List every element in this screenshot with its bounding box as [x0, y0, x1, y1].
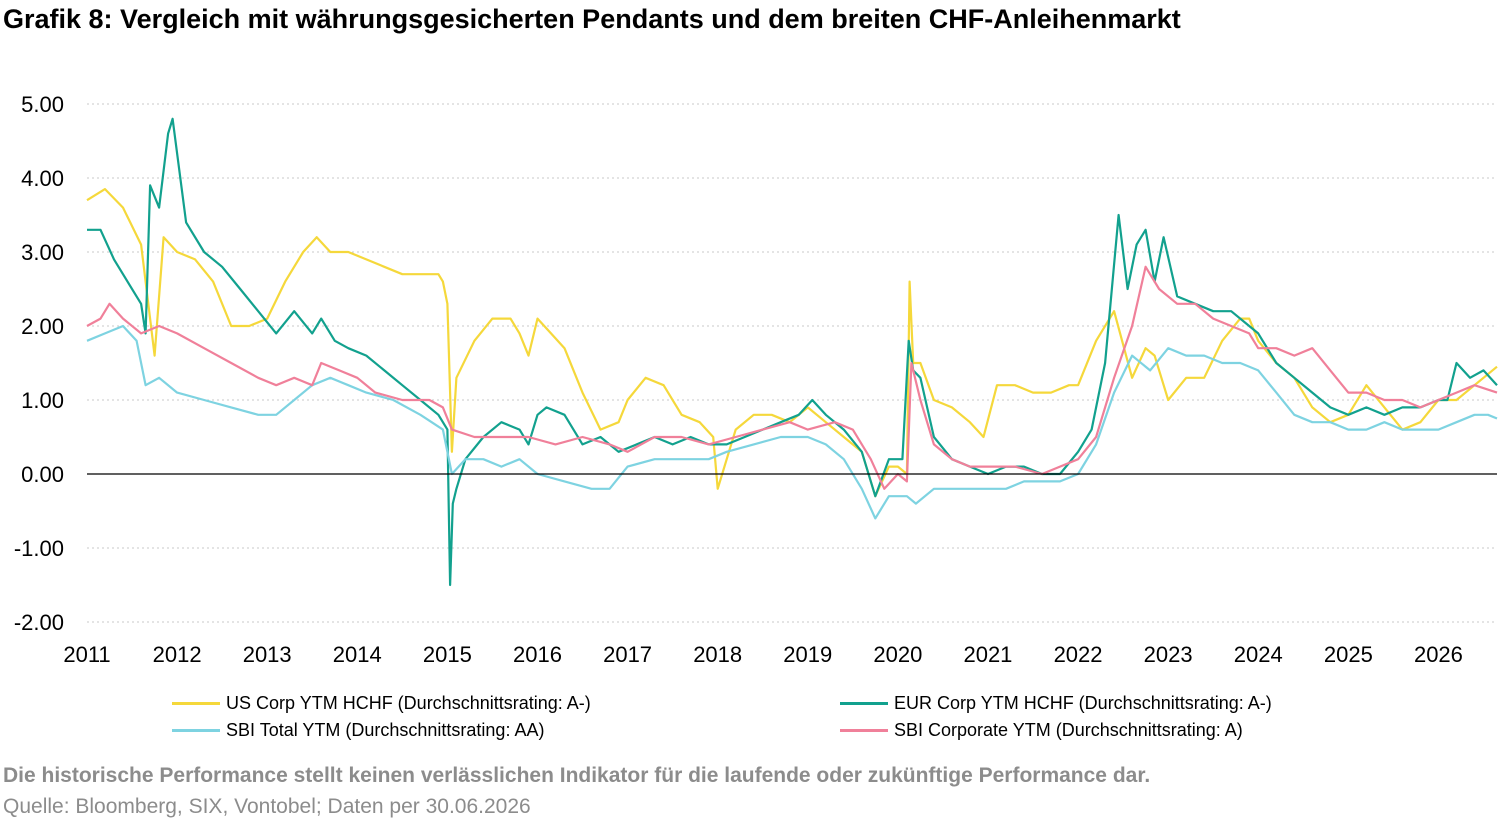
legend-swatch-us-corp [172, 702, 220, 705]
y-tick-label: 0.00 [21, 462, 64, 487]
legend-item-sbi-corporate: SBI Corporate YTM (Durchschnittsrating: … [840, 720, 1243, 741]
x-tick-label: 2014 [333, 642, 382, 667]
series-line-0 [86, 188, 1498, 498]
y-tick-label: 4.00 [21, 166, 64, 191]
x-tick-label: 2021 [963, 642, 1012, 667]
legend-item-eur-corp: EUR Corp YTM HCHF (Durchschnittsrating: … [840, 693, 1272, 714]
x-tick-label: 2026 [1414, 642, 1463, 667]
x-tick-label: 2016 [513, 642, 562, 667]
y-tick-label: 5.00 [21, 92, 64, 117]
series-lines [86, 117, 1498, 587]
y-tick-label: 1.00 [21, 388, 64, 413]
x-tick-label: 2025 [1324, 642, 1373, 667]
legend-label-us-corp: US Corp YTM HCHF (Durchschnittsrating: A… [226, 693, 591, 713]
y-tick-label: -2.00 [14, 610, 64, 635]
performance-disclaimer: Die historische Performance stellt keine… [3, 764, 1151, 787]
legend-swatch-sbi-total [172, 729, 220, 732]
x-axis-tick-labels: 2011 2012 2013 2014 2015 2016 2017 2018 2019 2020… [63, 642, 1463, 667]
x-tick-label: 2017 [603, 642, 652, 667]
legend-label-eur-corp: EUR Corp YTM HCHF (Durchschnittsrating: … [894, 693, 1272, 713]
chart-title: Grafik 8: Vergleich mit währungsgesicher… [3, 4, 1181, 34]
x-tick-label: 2023 [1144, 642, 1193, 667]
x-tick-label: 2024 [1234, 642, 1283, 667]
y-tick-label: 2.00 [21, 314, 64, 339]
x-tick-label: 2013 [243, 642, 292, 667]
y-axis-tick-labels: 5.00 4.00 3.00 2.00 1.00 0.00 -1.00 -2.00 [14, 92, 64, 635]
x-tick-label: 2011 [63, 642, 110, 667]
legend-item-sbi-total: SBI Total YTM (Durchschnittsrating: AA) [172, 720, 544, 741]
legend-swatch-eur-corp [840, 702, 888, 705]
legend-label-sbi-corporate: SBI Corporate YTM (Durchschnittsrating: … [894, 720, 1243, 740]
source-note: Quelle: Bloomberg, SIX, Vontobel; Daten … [3, 795, 531, 818]
legend-swatch-sbi-corporate [840, 729, 888, 732]
legend-item-us-corp: US Corp YTM HCHF (Durchschnittsrating: A… [172, 693, 591, 714]
legend-label-sbi-total: SBI Total YTM (Durchschnittsrating: AA) [226, 720, 545, 740]
x-tick-label: 2020 [873, 642, 922, 667]
x-tick-label: 2012 [153, 642, 202, 667]
x-tick-label: 2015 [423, 642, 472, 667]
x-tick-label: 2022 [1054, 642, 1103, 667]
x-tick-label: 2019 [783, 642, 832, 667]
series-line-3 [86, 265, 1498, 490]
gridlines [87, 103, 1497, 623]
series-line-1 [87, 117, 1498, 587]
y-tick-label: 3.00 [21, 240, 64, 265]
x-tick-label: 2018 [693, 642, 742, 667]
y-tick-label: -1.00 [14, 536, 64, 561]
line-chart: 5.004.003.002.001.000.00-1.00-2.00 2011 2… [14, 92, 1498, 667]
